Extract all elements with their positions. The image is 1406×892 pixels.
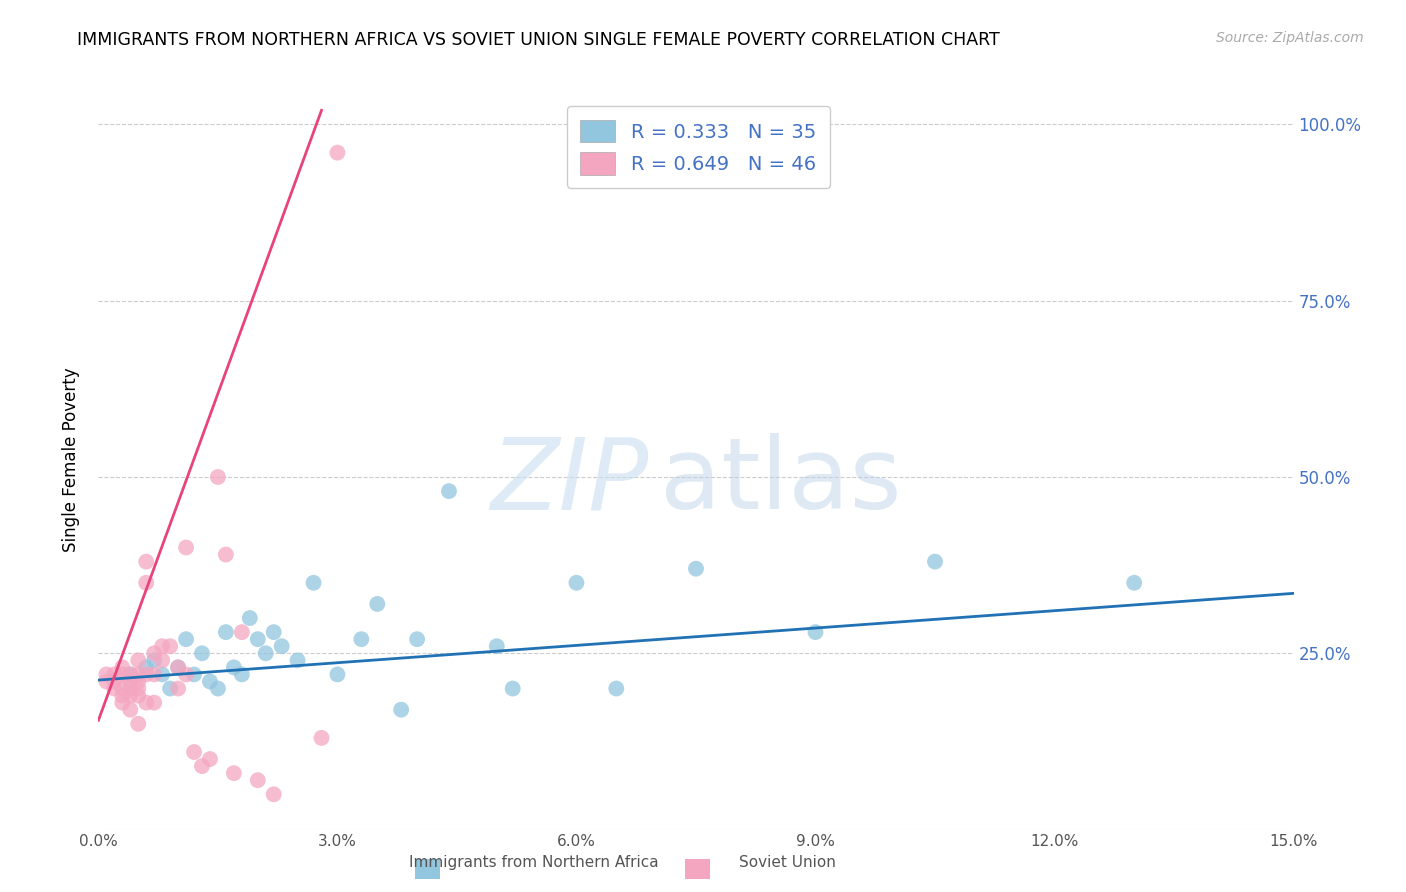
Point xyxy=(127,716,149,731)
Point xyxy=(167,660,190,674)
Text: Soviet Union: Soviet Union xyxy=(740,855,835,870)
Point xyxy=(191,759,214,773)
Point xyxy=(111,667,134,681)
Text: Source: ZipAtlas.com: Source: ZipAtlas.com xyxy=(1216,31,1364,45)
Point xyxy=(150,653,173,667)
Point xyxy=(270,639,292,653)
Text: ZIP: ZIP xyxy=(489,434,648,530)
Point xyxy=(111,696,134,710)
Point xyxy=(389,703,412,717)
Point xyxy=(207,470,229,484)
Point xyxy=(96,674,118,689)
Point xyxy=(159,681,181,696)
Point xyxy=(263,625,285,640)
Legend: R = 0.333   N = 35, R = 0.649   N = 46: R = 0.333 N = 35, R = 0.649 N = 46 xyxy=(567,106,830,188)
Point xyxy=(685,562,707,576)
Point xyxy=(924,555,946,569)
Point xyxy=(103,681,125,696)
Point xyxy=(207,681,229,696)
Point xyxy=(174,541,197,555)
Point xyxy=(135,555,157,569)
Point xyxy=(191,646,214,660)
Point xyxy=(174,632,197,647)
Point xyxy=(406,632,429,647)
Point xyxy=(111,689,134,703)
Point xyxy=(127,674,149,689)
Point xyxy=(96,667,118,681)
Point xyxy=(254,646,277,660)
Point xyxy=(143,667,166,681)
Point xyxy=(565,575,588,590)
Point xyxy=(143,696,166,710)
Point xyxy=(135,575,157,590)
Point xyxy=(143,646,166,660)
Point xyxy=(159,639,181,653)
Point xyxy=(120,674,142,689)
Point xyxy=(1123,575,1146,590)
Point xyxy=(231,625,253,640)
Point xyxy=(485,639,508,653)
Point xyxy=(198,674,221,689)
Point xyxy=(263,787,285,801)
Point xyxy=(437,484,460,499)
Text: atlas: atlas xyxy=(661,434,901,530)
Point xyxy=(103,667,125,681)
Point xyxy=(120,689,142,703)
Point xyxy=(103,674,125,689)
Point xyxy=(174,667,197,681)
Point xyxy=(215,548,238,562)
Point xyxy=(605,681,627,696)
Point xyxy=(183,745,205,759)
Point xyxy=(215,625,238,640)
Point xyxy=(127,681,149,696)
Point xyxy=(183,667,205,681)
Point xyxy=(239,611,262,625)
Point xyxy=(246,632,269,647)
Point xyxy=(167,660,190,674)
Point xyxy=(326,145,349,160)
Point xyxy=(150,667,173,681)
Point xyxy=(311,731,333,745)
Point xyxy=(150,639,173,653)
Point xyxy=(135,696,157,710)
Point xyxy=(222,766,245,780)
Point xyxy=(127,653,149,667)
Point xyxy=(366,597,388,611)
Point xyxy=(804,625,827,640)
Point xyxy=(326,667,349,681)
Point xyxy=(198,752,221,766)
Point xyxy=(120,681,142,696)
Point xyxy=(222,660,245,674)
Y-axis label: Single Female Poverty: Single Female Poverty xyxy=(62,368,80,551)
Point xyxy=(502,681,524,696)
Point xyxy=(135,660,157,674)
Point xyxy=(111,681,134,696)
Point xyxy=(143,653,166,667)
Point xyxy=(127,689,149,703)
Point xyxy=(127,667,149,681)
Text: Immigrants from Northern Africa: Immigrants from Northern Africa xyxy=(409,855,659,870)
Point xyxy=(231,667,253,681)
Point xyxy=(287,653,309,667)
Point xyxy=(120,667,142,681)
Point xyxy=(246,773,269,788)
Text: IMMIGRANTS FROM NORTHERN AFRICA VS SOVIET UNION SINGLE FEMALE POVERTY CORRELATIO: IMMIGRANTS FROM NORTHERN AFRICA VS SOVIE… xyxy=(77,31,1000,49)
Point xyxy=(167,681,190,696)
Point xyxy=(120,703,142,717)
Point xyxy=(111,660,134,674)
Point xyxy=(302,575,325,590)
Point xyxy=(135,667,157,681)
Point xyxy=(350,632,373,647)
Point xyxy=(120,667,142,681)
